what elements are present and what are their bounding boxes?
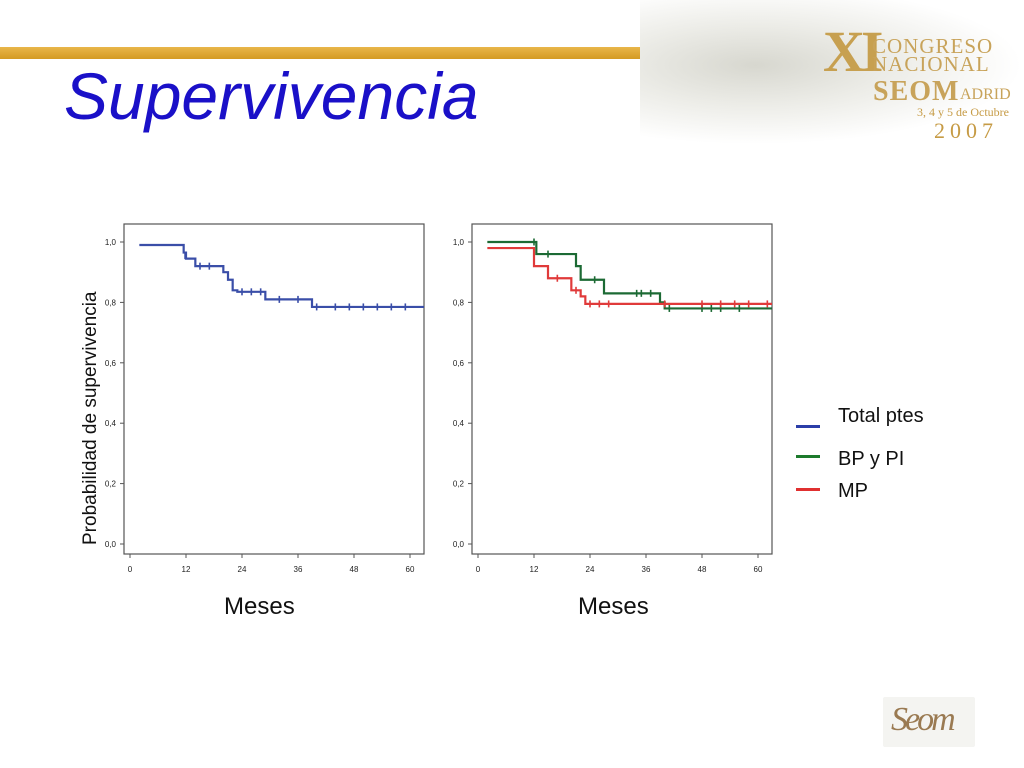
legend-swatch-mp bbox=[796, 488, 820, 491]
legend-label-total: Total ptes bbox=[838, 405, 924, 427]
y-tick-label: 0,6 bbox=[105, 359, 117, 368]
logo-line-nacional: NACIONAL bbox=[872, 52, 990, 76]
survival-curve-1 bbox=[487, 240, 772, 310]
legend-swatch-total bbox=[796, 425, 820, 428]
y-tick-label: 0,8 bbox=[105, 298, 117, 307]
plot-frame bbox=[471, 223, 773, 555]
legend-label-mp: MP bbox=[838, 480, 868, 502]
x-tick-label: 36 bbox=[642, 565, 651, 574]
congress-logo: XI CONGRESO NACIONAL SEOM ADRID 3, 4 y 5… bbox=[640, 0, 1024, 145]
legend-item-bp: BP y PI bbox=[796, 448, 996, 478]
survival-curve-1 bbox=[139, 243, 424, 309]
x-tick-label: 60 bbox=[406, 565, 415, 574]
y-tick-label: 0,4 bbox=[105, 419, 117, 428]
survival-curve-2 bbox=[487, 246, 772, 306]
x-tick-label: 0 bbox=[476, 565, 481, 574]
x-axis-label-right: Meses bbox=[578, 593, 649, 620]
x-tick-label: 48 bbox=[350, 565, 359, 574]
footer-logo: Seom bbox=[883, 697, 975, 747]
y-tick-label: 0,6 bbox=[453, 359, 465, 368]
y-tick-label: 0,4 bbox=[453, 419, 465, 428]
footer-logo-text: Seom bbox=[891, 701, 956, 738]
x-tick-label: 12 bbox=[182, 565, 191, 574]
y-tick-label: 0,2 bbox=[453, 480, 465, 489]
x-tick-label: 24 bbox=[586, 565, 595, 574]
logo-background bbox=[640, 0, 1024, 145]
x-tick-label: 60 bbox=[754, 565, 763, 574]
y-tick-label: 1,0 bbox=[105, 238, 117, 247]
y-tick-label: 1,0 bbox=[453, 238, 465, 247]
x-tick-label: 48 bbox=[698, 565, 707, 574]
x-tick-label: 36 bbox=[294, 565, 303, 574]
y-axis-label: Probabilidad de supervivencia bbox=[80, 291, 101, 546]
legend-item-total: Total ptes bbox=[796, 405, 996, 435]
logo-dates: 3, 4 y 5 de Octubre bbox=[917, 105, 1009, 119]
logo-brand: SEOM bbox=[873, 76, 960, 107]
x-axis-label-left: Meses bbox=[224, 593, 295, 620]
header-accent-bar bbox=[0, 47, 830, 59]
slide-title: Supervivencia bbox=[64, 59, 479, 133]
y-tick-label: 0,2 bbox=[105, 480, 117, 489]
logo-roman-numeral: XI bbox=[823, 19, 884, 84]
legend-item-mp: MP bbox=[796, 480, 996, 510]
logo-city: ADRID bbox=[960, 86, 1011, 103]
logo-line-congreso: CONGRESO bbox=[872, 34, 994, 58]
y-tick-label: 0,0 bbox=[105, 540, 117, 549]
x-tick-label: 12 bbox=[530, 565, 539, 574]
x-tick-label: 24 bbox=[238, 565, 247, 574]
y-tick-label: 0,8 bbox=[453, 298, 465, 307]
logo-year: 2007 bbox=[934, 118, 998, 143]
x-tick-label: 0 bbox=[128, 565, 133, 574]
survival-chart-total: 0,0 0,2 0,4 0,6 0,8 1,0 0 12 24 36 48 60 bbox=[105, 223, 425, 574]
survival-chart-groups: 0,0 0,2 0,4 0,6 0,8 1,0 0 12 24 36 48 60 bbox=[453, 223, 773, 574]
legend-label-bp: BP y PI bbox=[838, 448, 905, 470]
y-tick-label: 0,0 bbox=[453, 540, 465, 549]
plot-frame bbox=[123, 223, 425, 555]
legend-swatch-bp bbox=[796, 455, 820, 458]
